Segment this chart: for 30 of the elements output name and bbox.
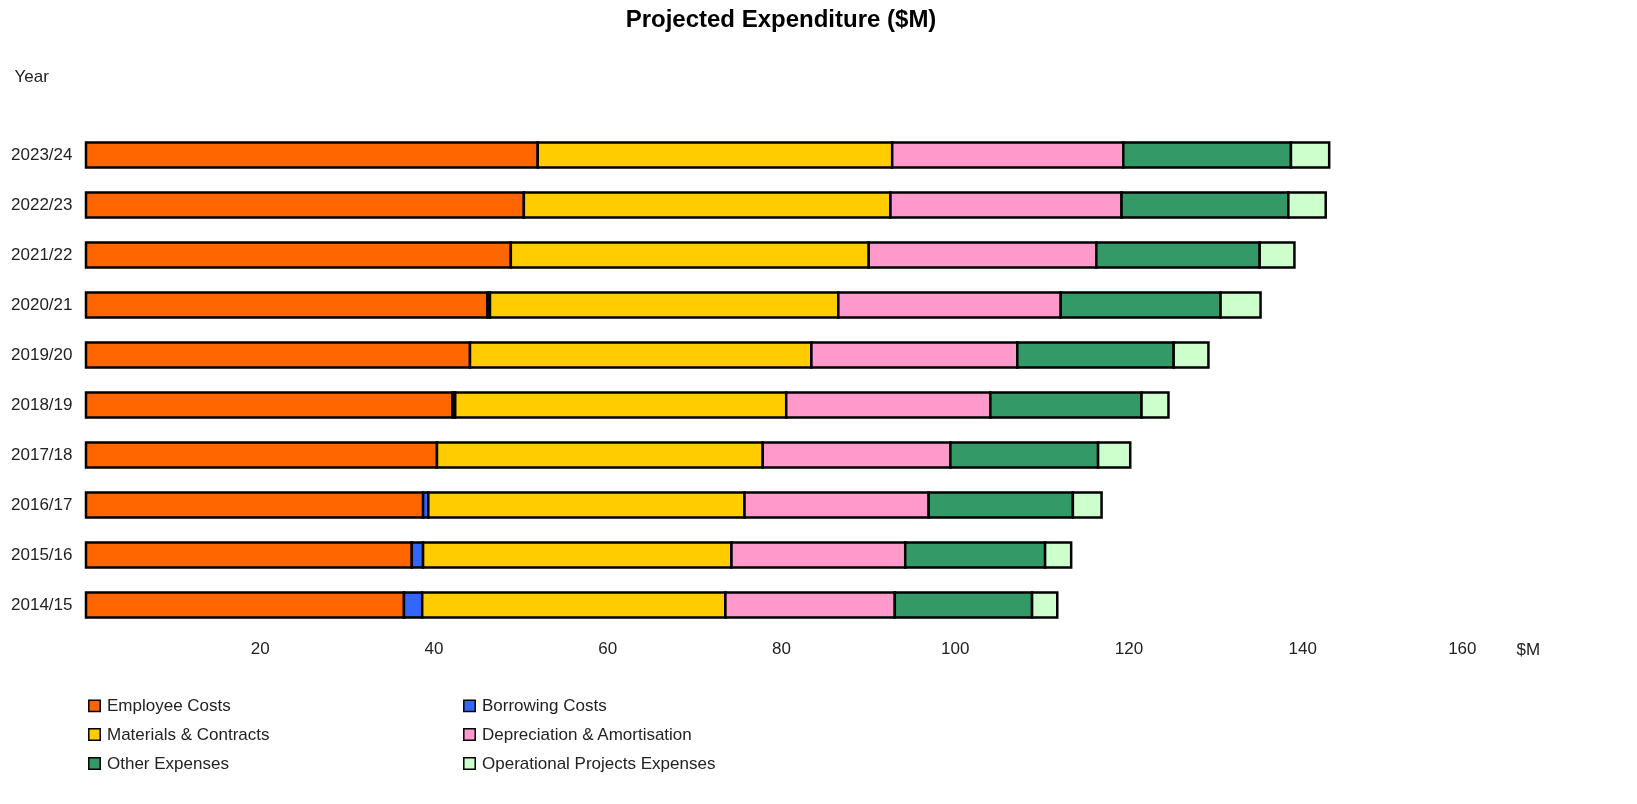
y-tick-label: 2022/23 bbox=[11, 195, 73, 214]
x-tick-label: 40 bbox=[424, 638, 444, 658]
chart-title: Projected Expenditure ($M) bbox=[625, 5, 937, 32]
y-tick-label: 2018/19 bbox=[11, 395, 73, 414]
x-tick-label: 120 bbox=[1114, 638, 1144, 658]
y-tick-label: 2017/18 bbox=[11, 445, 73, 464]
legend-label: Operational Projects Expenses bbox=[482, 753, 716, 773]
y-tick-label: 2015/16 bbox=[11, 545, 73, 564]
y-tick-label: 2020/21 bbox=[11, 295, 73, 314]
bar bbox=[84, 491, 425, 519]
x-tick-label: 160 bbox=[1448, 638, 1477, 658]
bar bbox=[84, 391, 454, 419]
y-tick-label: 2023/24 bbox=[11, 145, 73, 164]
y-tick-label: 2019/20 bbox=[11, 345, 73, 364]
x-tick-label: 20 bbox=[250, 638, 270, 658]
legend-label: Materials & Contracts bbox=[107, 724, 270, 744]
x-tick-label: 100 bbox=[941, 638, 970, 658]
x-tick-label: 60 bbox=[598, 638, 618, 658]
y-axis-title: Year bbox=[14, 66, 50, 86]
legend-label: Depreciation & Amortisation bbox=[482, 724, 692, 744]
legend-label: Employee Costs bbox=[107, 695, 231, 715]
x-tick-label: 140 bbox=[1288, 638, 1317, 658]
x-axis-title: $M bbox=[1516, 639, 1541, 659]
legend-label: Borrowing Costs bbox=[482, 695, 607, 715]
legend-label: Other Expenses bbox=[107, 753, 229, 773]
y-tick-label: 2016/17 bbox=[11, 495, 73, 514]
y-tick-label: 2021/22 bbox=[11, 245, 73, 264]
bar bbox=[84, 291, 489, 319]
x-tick-label: 80 bbox=[772, 638, 791, 658]
y-tick-label: 2014/15 bbox=[11, 595, 73, 614]
